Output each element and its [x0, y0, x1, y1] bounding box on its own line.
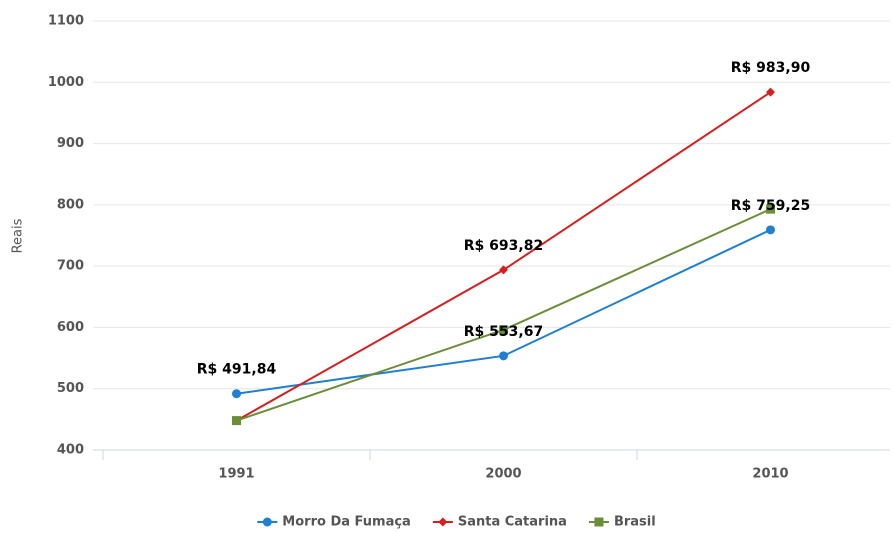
x-tick-label: 2010 [752, 467, 788, 482]
x-tick-label: 2000 [485, 467, 521, 482]
data-label: R$ 759,25 [731, 198, 810, 214]
y-tick-label: 1100 [48, 14, 84, 29]
x-tick-label: 1991 [218, 467, 254, 482]
y-tick-label: 1000 [48, 75, 84, 90]
point [499, 265, 508, 275]
point [232, 416, 241, 426]
legend-item: Morro Da Fumaça [257, 515, 411, 530]
series-line [236, 91, 772, 422]
legend-label: Morro Da Fumaça [282, 515, 411, 530]
legend-label: Santa Catarina [458, 515, 567, 530]
y-tick-label: 800 [57, 197, 84, 212]
series-line [236, 228, 771, 395]
legend-symbol [438, 517, 448, 527]
legend-item: Brasil [588, 515, 656, 530]
point [766, 204, 775, 214]
y-tick-label: 600 [57, 320, 84, 335]
legend-symbol [262, 517, 272, 527]
point [499, 325, 508, 335]
point [232, 389, 241, 399]
data-label: R$ 553,67 [464, 324, 543, 340]
y-tick-label: 900 [57, 136, 84, 151]
legend-symbol [594, 517, 604, 527]
point [766, 225, 775, 235]
y-tick-label: 400 [57, 443, 84, 458]
point [766, 87, 775, 97]
data-label: R$ 491,84 [197, 362, 277, 378]
y-tick-label: 700 [57, 259, 84, 274]
legend-label: Brasil [614, 515, 656, 530]
y-axis-label: Reais [11, 218, 26, 253]
point [499, 351, 508, 361]
legend: Morro Da Fumaça Santa Catarina Brasil [257, 515, 656, 530]
legend-item: Santa Catarina [432, 515, 567, 530]
data-label: R$ 983,90 [731, 60, 811, 76]
y-tick-label: 500 [57, 381, 84, 396]
data-label: R$ 693,82 [464, 238, 543, 254]
